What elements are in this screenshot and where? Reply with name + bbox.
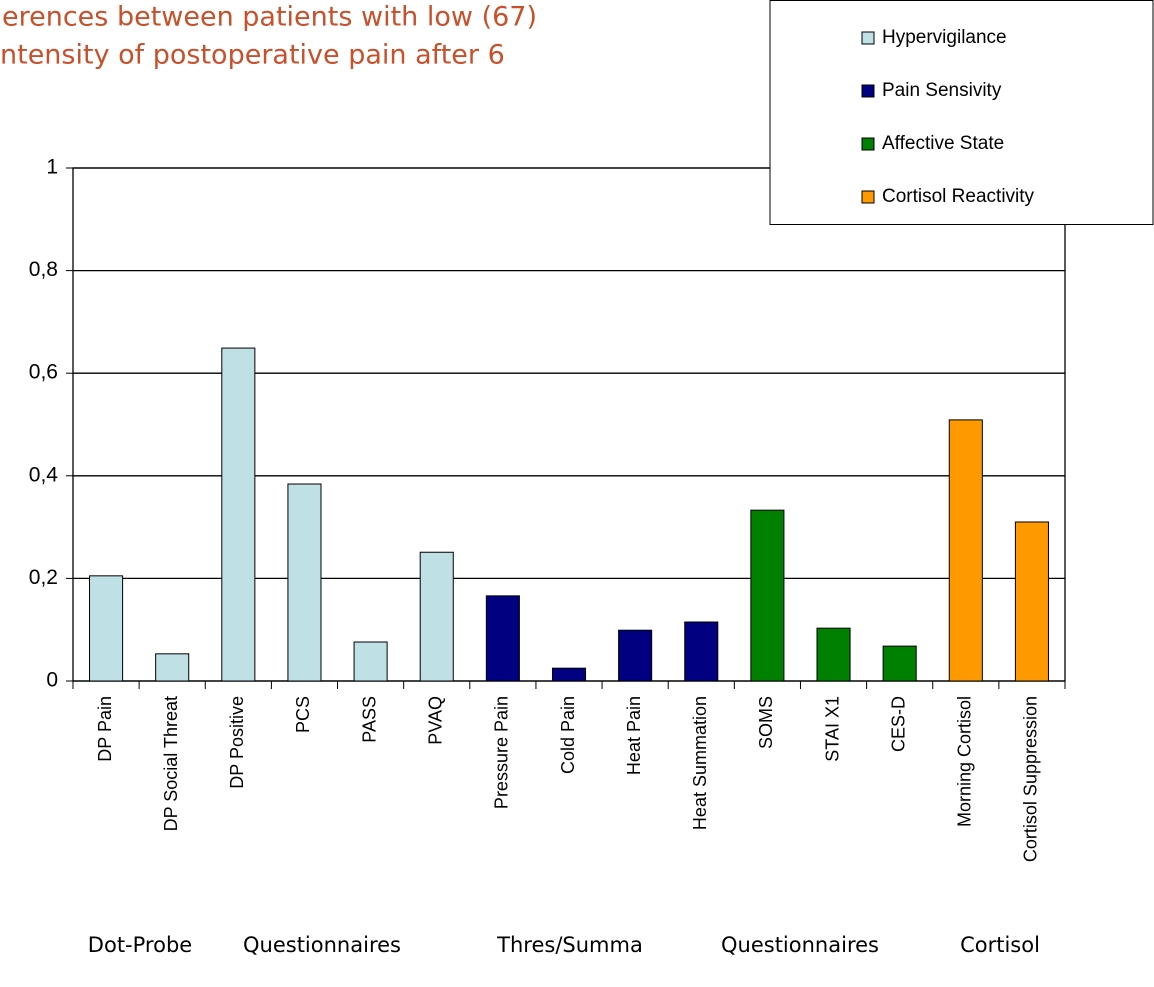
- bar: [155, 653, 190, 682]
- bar: [618, 629, 653, 682]
- x-tick-label: Heat Summation: [690, 696, 710, 830]
- bar: [750, 509, 785, 682]
- chart-title: erences between patients with low (67): [2, 2, 537, 33]
- bar: [948, 419, 983, 682]
- bar: [1014, 521, 1049, 682]
- bar: [485, 595, 520, 682]
- bar: [89, 575, 124, 682]
- legend-swatch: [861, 190, 875, 204]
- x-tick-label: PASS: [359, 696, 379, 743]
- bar: [551, 667, 587, 682]
- x-tick-label: SOMS: [756, 696, 776, 749]
- group-label: Questionnaires: [243, 933, 401, 957]
- legend-swatch: [861, 31, 875, 45]
- group-label: Dot-Probe: [88, 933, 192, 957]
- y-tick-label: 0,6: [29, 361, 58, 384]
- y-tick-label: 1: [46, 156, 58, 179]
- x-tick-label: DP Pain: [95, 696, 115, 762]
- group-label: Cortisol: [960, 933, 1040, 957]
- legend-box: [769, 0, 1154, 225]
- group-label: Thres/Summa: [496, 933, 643, 957]
- legend-label: Hypervigilance: [882, 27, 1007, 48]
- bar: [882, 645, 917, 682]
- legend-swatch: [861, 137, 875, 151]
- bar: [221, 347, 256, 682]
- x-tick-label: DP Positive: [227, 696, 247, 789]
- x-tick-label: Pressure Pain: [492, 696, 512, 809]
- legend-swatch: [861, 84, 875, 98]
- x-tick-label: DP Social Threat: [161, 696, 181, 831]
- x-tick-label: STAI X1: [822, 696, 842, 762]
- x-tick-label: CES-D: [888, 696, 908, 752]
- x-tick-label: PVAQ: [425, 696, 445, 745]
- chart-title: ntensity of postoperative pain after 6: [0, 40, 505, 71]
- bar: [287, 483, 322, 682]
- x-tick-label: Morning Cortisol: [955, 696, 975, 827]
- x-tick-label: Cortisol Suppression: [1021, 696, 1041, 862]
- y-tick-label: 0,4: [29, 463, 59, 486]
- x-tick-label: PCS: [293, 696, 313, 733]
- legend-label: Pain Sensivity: [882, 80, 1002, 101]
- x-tick-label: Heat Pain: [624, 696, 644, 775]
- legend-label: Cortisol Reactivity: [882, 186, 1035, 207]
- group-label: Questionnaires: [721, 933, 879, 957]
- y-tick-label: 0,2: [29, 566, 58, 589]
- x-tick-label: Cold Pain: [558, 696, 578, 774]
- bar: [684, 621, 719, 682]
- bar: [419, 551, 454, 682]
- y-tick-label: 0,8: [29, 258, 58, 281]
- legend-label: Affective State: [882, 133, 1004, 154]
- bar: [816, 627, 851, 682]
- y-tick-label: 0: [46, 669, 58, 692]
- bar: [353, 641, 388, 682]
